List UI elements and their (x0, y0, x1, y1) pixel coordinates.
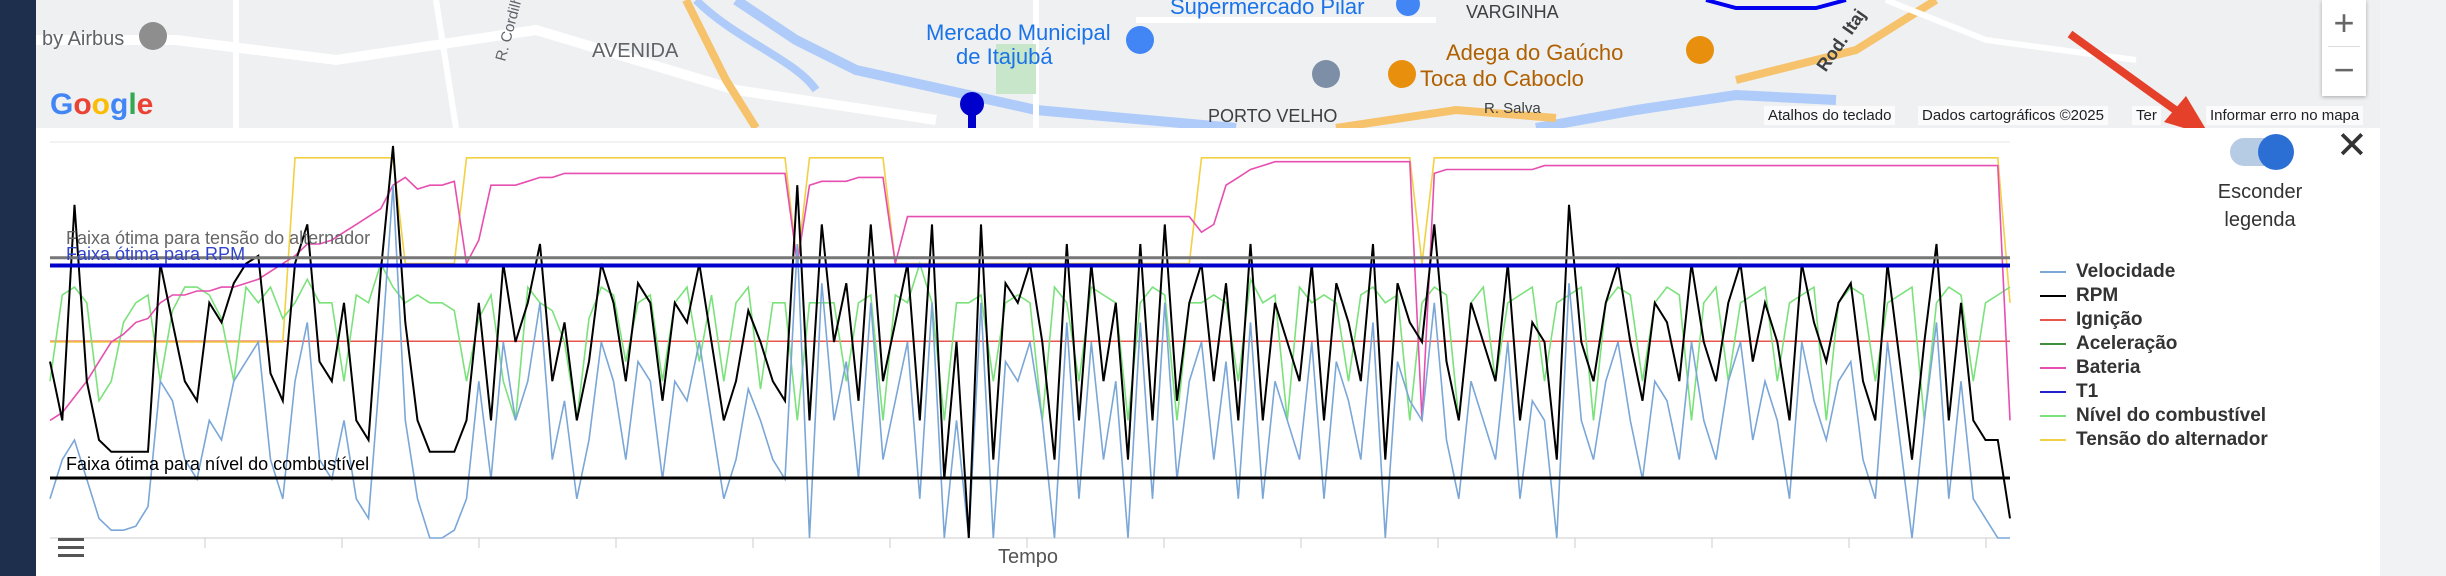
toggle-knob (2258, 134, 2294, 170)
keyboard-shortcuts-link[interactable]: Atalhos do teclado (1764, 106, 1896, 125)
map-view[interactable]: by Airbus AVENIDA R. Cordilh Mercado Mun… (36, 0, 2380, 128)
legend-swatch (2040, 319, 2066, 321)
map-label: Toca do Caboclo (1420, 66, 1584, 91)
series-line-tens-o-do-alternador (50, 157, 2011, 343)
map-label: AVENIDA (592, 40, 679, 62)
legend-swatch (2040, 295, 2066, 297)
legend-swatch (2040, 439, 2066, 441)
legend-item-velocidade[interactable]: Velocidade (2040, 260, 2268, 284)
google-logo: Google (50, 88, 154, 121)
legend-label: RPM (2076, 285, 2119, 306)
map-label: R. Salva (1484, 100, 1541, 117)
chart-legend: Velocidade RPM Ignição Aceleração Bateri… (2040, 260, 2268, 452)
legend-label: Tensão do alternador (2076, 429, 2268, 450)
map-label: PORTO VELHO (1208, 106, 1338, 126)
legend-swatch (2040, 415, 2066, 417)
red-arrow-annotation (2067, 30, 2210, 136)
map-label: Adega do Gaúcho (1446, 40, 1624, 65)
series-line-bateria (49, 160, 2011, 422)
map-label: VARGINHA (1466, 2, 1559, 22)
map-label: Supermercado Pilar (1170, 0, 1365, 19)
series-line-velocidade (49, 185, 2010, 539)
band-label: Faixa ótima para RPM (66, 243, 246, 264)
legend-swatch (2040, 391, 2066, 393)
report-map-error-link[interactable]: Informar erro no mapa (2206, 106, 2364, 125)
legend-item-aceleracao[interactable]: Aceleração (2040, 332, 2268, 356)
close-icon[interactable]: ✕ (2336, 125, 2368, 167)
chart-panel (36, 128, 2380, 576)
map-data-attribution: Dados cartográficos ©2025 (1918, 106, 2108, 125)
legend-label: Nível do combustível (2076, 405, 2267, 426)
legend-label: Bateria (2076, 357, 2141, 378)
map-label: de Itajubá (956, 44, 1053, 69)
legend-swatch (2040, 367, 2066, 369)
left-dark-strip (0, 0, 36, 576)
hamburger-menu-icon[interactable] (58, 538, 84, 558)
legend-item-nivel-combustivel[interactable]: Nível do combustível (2040, 404, 2268, 428)
legend-item-rpm[interactable]: RPM (2040, 284, 2268, 308)
map-label: by Airbus (42, 28, 125, 50)
band-label: Faixa ótima para tensão do alternador (66, 227, 371, 248)
zoom-in-button[interactable]: + (2333, 2, 2355, 43)
band-label: Faixa ótima para nível do combustível (66, 454, 370, 475)
zoom-control: + − (2322, 0, 2366, 96)
legend-swatch (2040, 343, 2066, 345)
map-label: Mercado Municipal (926, 20, 1111, 45)
legend-label: Aceleração (2076, 333, 2178, 354)
right-scroll-strip (2379, 0, 2446, 576)
legend-item-bateria[interactable]: Bateria (2040, 356, 2268, 380)
legend-label: T1 (2076, 381, 2099, 402)
x-axis-label: Tempo (998, 546, 1059, 568)
zoom-out-button[interactable]: − (2333, 49, 2355, 90)
hide-legend-control: Esconder legenda (2200, 130, 2320, 234)
legend-label: Velocidade (2076, 261, 2176, 282)
legend-item-ignicao[interactable]: Ignição (2040, 308, 2268, 332)
hide-legend-label: Esconder legenda (2217, 181, 2303, 231)
terms-link[interactable]: Ter (2132, 106, 2161, 125)
map-roads (36, 0, 2137, 128)
hide-legend-toggle[interactable] (2230, 134, 2294, 170)
legend-label: Ignição (2076, 309, 2143, 330)
legend-item-tensao-alternador[interactable]: Tensão do alternador (2040, 428, 2268, 452)
legend-item-t1[interactable]: T1 (2040, 380, 2268, 404)
legend-swatch (2040, 271, 2066, 273)
